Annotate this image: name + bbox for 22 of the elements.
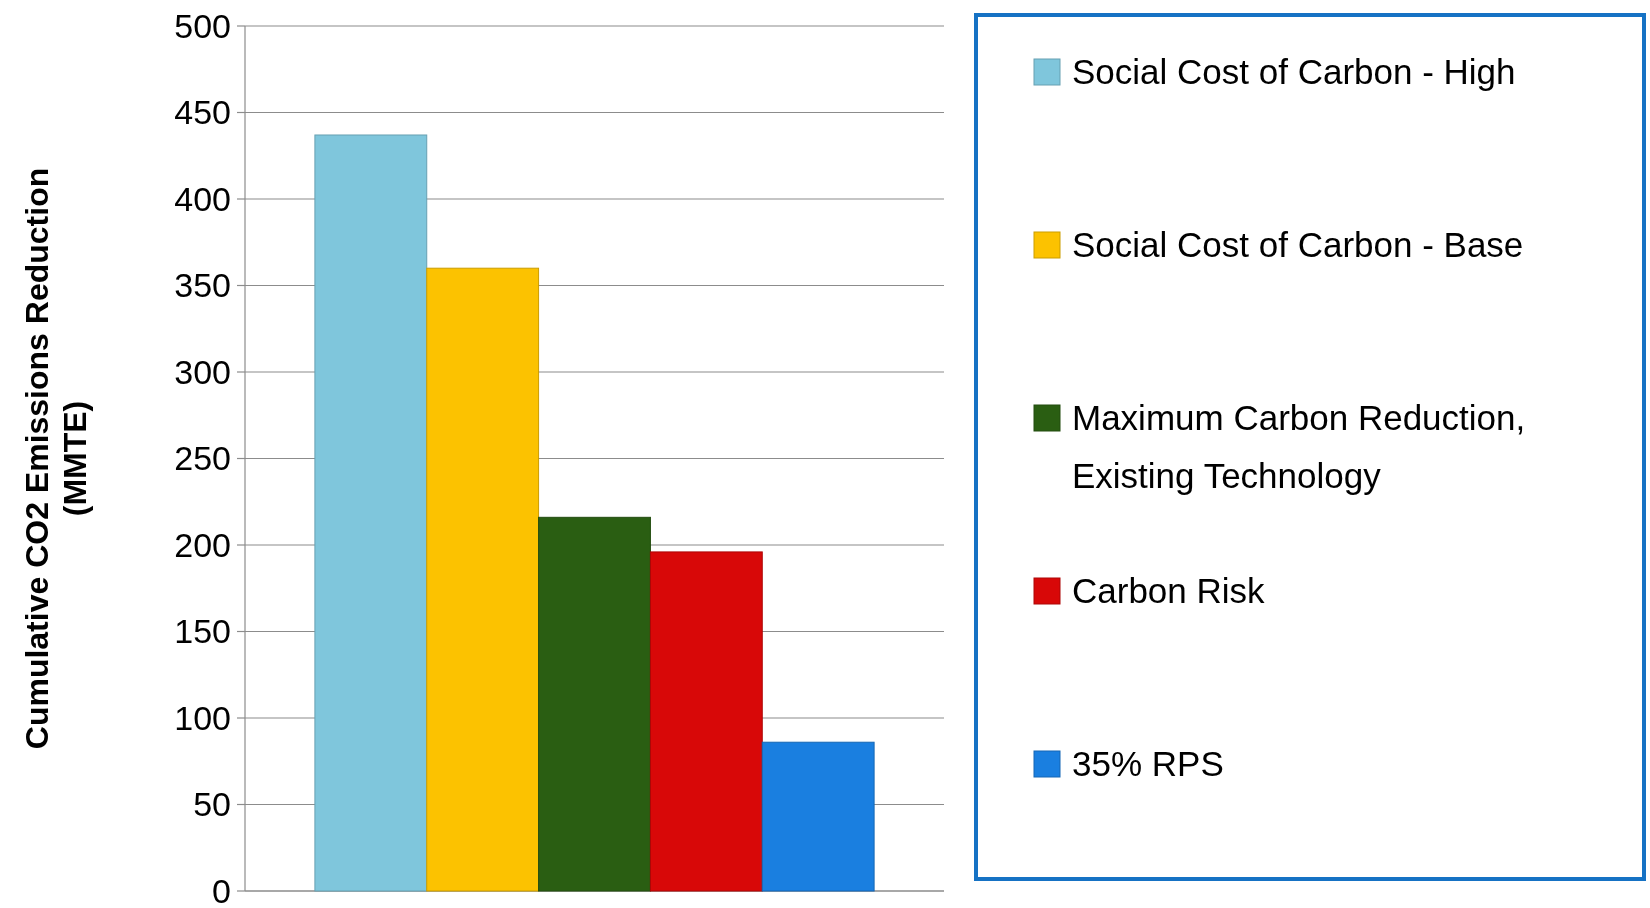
y-tick-label: 200 [174, 525, 231, 564]
legend-label: Maximum Carbon Reduction, Existing Technology [1072, 398, 1526, 496]
y-tick-label: 150 [174, 612, 231, 651]
y-tick-label: 450 [174, 93, 231, 132]
bar [426, 267, 540, 892]
legend-label: 35% RPS [1072, 744, 1224, 784]
bar [649, 551, 763, 892]
y-axis-title: Cumulative CO2 Emissions Reduction (MMTE) [19, 167, 93, 750]
y-tick-label: 0 [212, 871, 231, 908]
y-tick-label: 300 [174, 352, 231, 391]
y-tick-label: 100 [174, 698, 231, 737]
bar [761, 741, 875, 892]
y-tick-label: 250 [174, 439, 231, 478]
bar [314, 134, 428, 892]
y-tick-label: 500 [174, 6, 231, 45]
bar [538, 516, 651, 892]
y-tick-label: 50 [193, 785, 231, 824]
legend-label: Social Cost of Carbon - Base [1072, 225, 1524, 265]
legend-label: Carbon Risk [1072, 571, 1266, 611]
y-tick-label: 350 [174, 266, 231, 305]
legend-label: Social Cost of Carbon - High [1072, 52, 1516, 92]
y-tick-label: 400 [174, 179, 231, 218]
